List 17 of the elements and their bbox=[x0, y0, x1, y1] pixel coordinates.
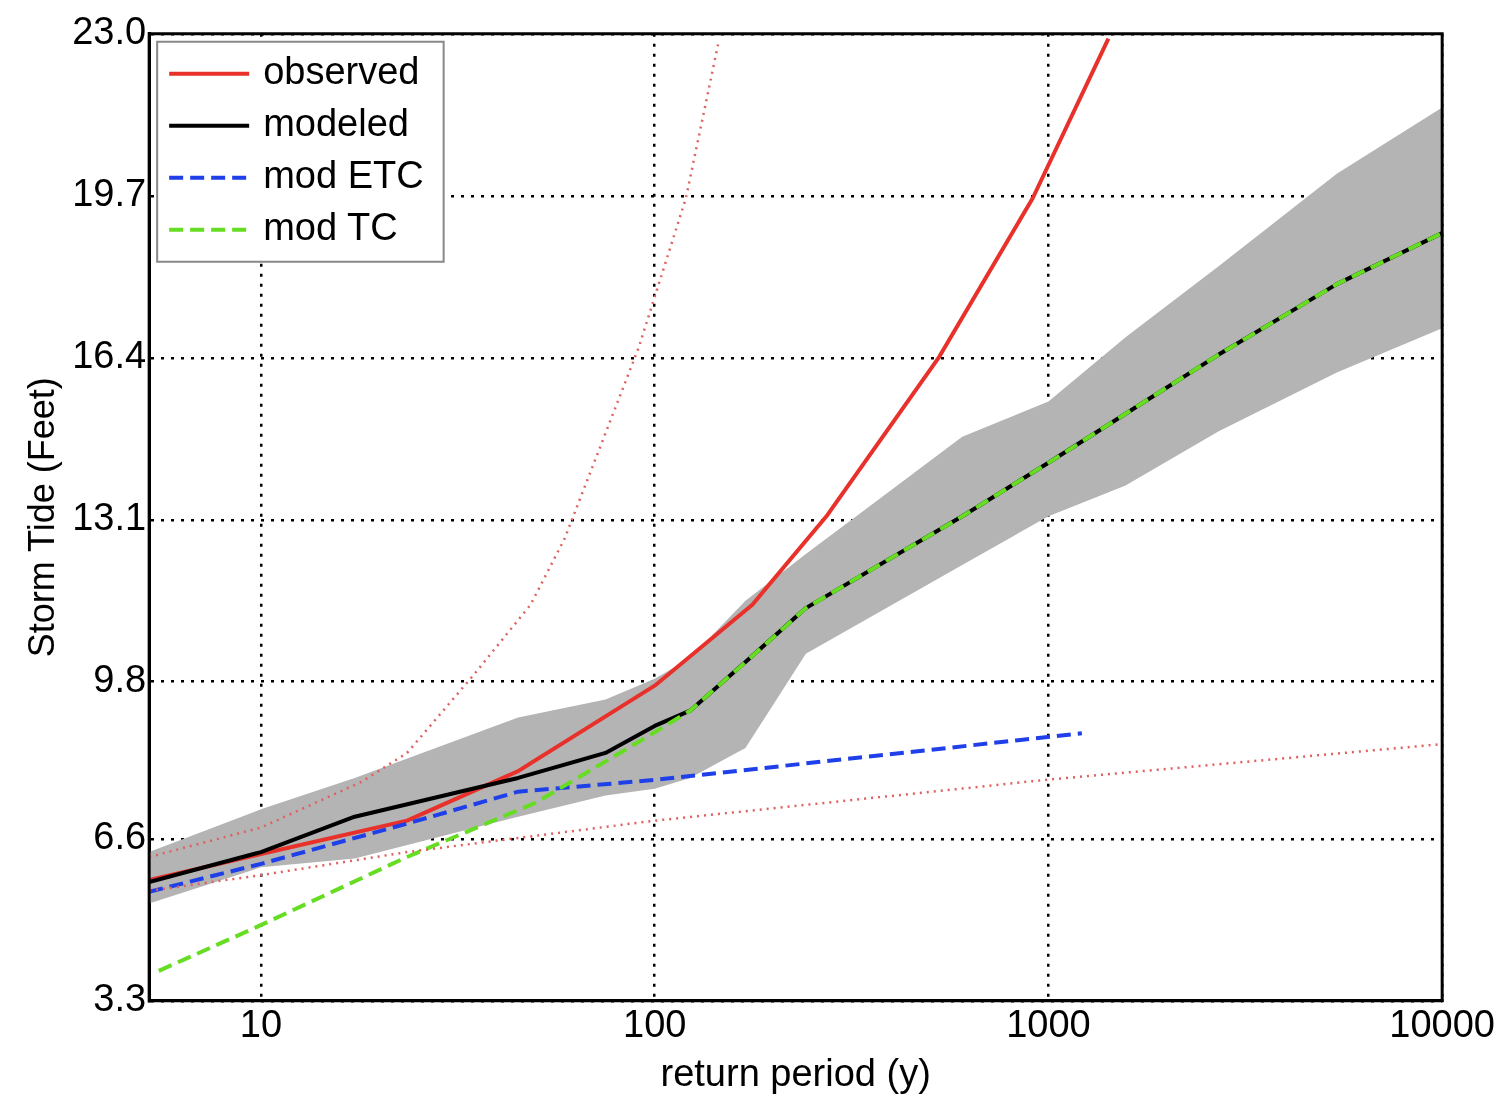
y-axis-title: Storm Tide (Feet) bbox=[20, 377, 62, 658]
y-tick-label: 6.6 bbox=[93, 815, 147, 858]
legend-label: modeled bbox=[263, 102, 409, 145]
legend-label: mod ETC bbox=[263, 154, 424, 197]
x-tick-label: 10000 bbox=[1389, 1003, 1495, 1046]
x-axis-title: return period (y) bbox=[660, 1051, 931, 1094]
y-tick-label: 23.0 bbox=[72, 10, 147, 53]
y-tick-label: 19.7 bbox=[72, 172, 147, 215]
y-tick-label: 16.4 bbox=[72, 334, 147, 377]
x-tick-label: 1000 bbox=[1006, 1003, 1091, 1046]
legend-label: mod TC bbox=[263, 206, 398, 249]
x-tick-label: 10 bbox=[239, 1003, 283, 1046]
y-tick-label: 9.8 bbox=[93, 658, 147, 701]
x-tick-label: 100 bbox=[623, 1003, 687, 1046]
legend-label: observed bbox=[263, 50, 420, 93]
y-tick-label: 3.3 bbox=[93, 977, 147, 1020]
y-tick-label: 13.1 bbox=[72, 496, 147, 539]
